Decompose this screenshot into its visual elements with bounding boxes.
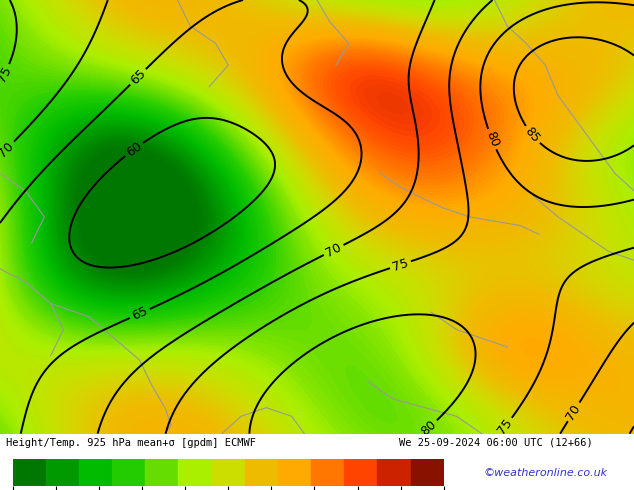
Bar	[145, 459, 179, 486]
Text: 65: 65	[128, 67, 148, 87]
Text: 80: 80	[418, 417, 439, 438]
Bar	[46, 459, 79, 486]
Text: 75: 75	[0, 64, 14, 84]
Bar	[13, 459, 46, 486]
Text: 75: 75	[391, 256, 410, 273]
Bar	[411, 459, 444, 486]
Text: 70: 70	[0, 139, 16, 160]
Bar	[311, 459, 344, 486]
Text: Height/Temp. 925 hPa mean+σ [gpdm] ECMWF: Height/Temp. 925 hPa mean+σ [gpdm] ECMWF	[6, 438, 256, 448]
Bar	[377, 459, 411, 486]
Bar	[79, 459, 112, 486]
Bar	[344, 459, 377, 486]
Bar	[112, 459, 145, 486]
Bar	[212, 459, 245, 486]
Text: 85: 85	[522, 124, 543, 145]
Text: 75: 75	[495, 416, 515, 437]
Bar	[179, 459, 212, 486]
Text: ©weatheronline.co.uk: ©weatheronline.co.uk	[483, 468, 607, 478]
Text: 70: 70	[564, 402, 583, 422]
Text: We 25-09-2024 06:00 UTC (12+66): We 25-09-2024 06:00 UTC (12+66)	[399, 438, 593, 448]
Text: 65: 65	[130, 304, 150, 323]
Text: 60: 60	[124, 140, 145, 159]
Text: 70: 70	[323, 241, 344, 259]
Bar	[245, 459, 278, 486]
Bar	[278, 459, 311, 486]
Text: 80: 80	[483, 129, 501, 149]
